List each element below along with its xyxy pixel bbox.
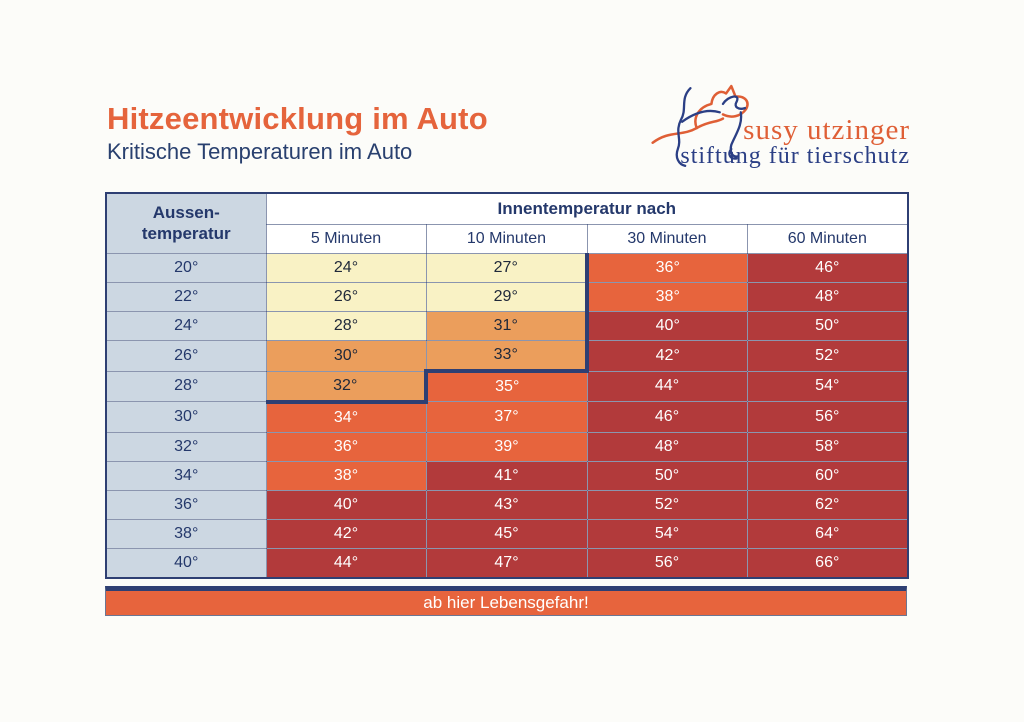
table-row: 34° 38° 41° 50° 60° bbox=[105, 460, 909, 491]
inner-temp-cell: 66° bbox=[746, 547, 909, 578]
inner-temp-cell: 46° bbox=[746, 253, 909, 283]
inner-temp-cell: 43° bbox=[425, 489, 588, 520]
page-subtitle: Kritische Temperaturen im Auto bbox=[107, 138, 413, 164]
table-header: Aussen- temperatur Innentemperatur nach … bbox=[105, 192, 909, 254]
inner-temp-cell: 48° bbox=[586, 431, 748, 462]
table-body: 20° 24° 27° 36° 46° 22° 26° 29° 38° 48° 24° 28° 31° 4… bbox=[105, 253, 909, 578]
inner-temp-cell: 37° bbox=[425, 401, 588, 433]
inner-temp-cell: 58° bbox=[746, 431, 909, 462]
inner-temp-cell: 36° bbox=[265, 431, 427, 462]
table-row: 38° 42° 45° 54° 64° bbox=[105, 518, 909, 549]
table-row: 32° 36° 39° 48° 58° bbox=[105, 431, 909, 462]
logo-name-text: susy utzinger bbox=[743, 114, 910, 146]
inner-temp-cell: 50° bbox=[746, 311, 909, 341]
inner-temp-cell: 54° bbox=[746, 370, 909, 402]
inner-temp-cell: 28° bbox=[265, 311, 427, 341]
table-row: 20° 24° 27° 36° 46° bbox=[105, 253, 909, 283]
inner-temp-cell: 39° bbox=[425, 431, 588, 462]
outside-temp-cell: 40° bbox=[105, 547, 267, 578]
table-row: 36° 40° 43° 52° 62° bbox=[105, 489, 909, 520]
inner-temp-cell: 64° bbox=[746, 518, 909, 549]
inner-temp-cell: 34° bbox=[265, 399, 427, 433]
inner-temp-cell: 52° bbox=[586, 489, 748, 520]
outside-temp-cell: 30° bbox=[105, 401, 267, 433]
danger-warning-text: ab hier Lebensgefahr! bbox=[423, 593, 589, 612]
inner-temp-cell: 47° bbox=[425, 547, 588, 578]
inner-temp-cell: 32° bbox=[265, 370, 427, 402]
outside-temperature-header-line2: temperatur bbox=[141, 223, 231, 243]
inner-temp-cell: 24° bbox=[265, 253, 427, 283]
inner-temp-cell: 30° bbox=[265, 340, 427, 372]
danger-warning-bar: ab hier Lebensgefahr! bbox=[105, 586, 907, 616]
col-header-2: 10 Minuten bbox=[425, 224, 588, 254]
inner-temp-cell: 54° bbox=[586, 518, 748, 549]
temperature-table: Aussen- temperatur Innentemperatur nach … bbox=[105, 192, 910, 579]
inner-temp-cell: 52° bbox=[746, 340, 909, 372]
inner-temp-cell: 38° bbox=[585, 282, 748, 312]
inner-temp-cell: 31° bbox=[425, 311, 588, 341]
inner-temp-cell: 42° bbox=[585, 340, 748, 372]
inner-temp-cell: 40° bbox=[585, 311, 748, 341]
inner-temp-cell: 40° bbox=[265, 489, 427, 520]
inner-temp-cell: 44° bbox=[265, 547, 427, 578]
inner-temp-cell: 27° bbox=[425, 253, 588, 283]
group-header-row: Aussen- temperatur Innentemperatur nach bbox=[105, 192, 909, 254]
table-row: 24° 28° 31° 40° 50° bbox=[105, 311, 909, 341]
table-row: 22° 26° 29° 38° 48° bbox=[105, 282, 909, 312]
logo-foundation-text: stiftung für tierschutz bbox=[680, 143, 910, 169]
table-row: 28° 32° 35° 44° 54° bbox=[105, 369, 909, 402]
inner-temp-cell: 46° bbox=[586, 401, 748, 433]
outside-temperature-header: Aussen- temperatur bbox=[105, 192, 267, 254]
page-title: Hitzeentwicklung im Auto bbox=[107, 101, 488, 136]
outside-temp-cell: 24° bbox=[105, 311, 267, 341]
inner-temp-cell: 60° bbox=[746, 460, 909, 491]
table-row: 26° 30° 33° 42° 52° bbox=[105, 340, 909, 372]
inner-temp-cell: 48° bbox=[746, 282, 909, 312]
inner-temp-cell: 36° bbox=[585, 253, 748, 283]
inner-temp-cell: 56° bbox=[586, 547, 748, 578]
susy-utzinger-logo: susy utzinger stiftung für tierschutz bbox=[648, 84, 912, 170]
inner-temp-cell: 38° bbox=[265, 460, 427, 491]
col-header-3: 30 Minuten bbox=[586, 224, 748, 254]
col-header-1: 5 Minuten bbox=[265, 224, 427, 254]
inner-temp-cell: 35° bbox=[424, 369, 588, 402]
outside-temp-cell: 32° bbox=[105, 431, 267, 462]
outside-temp-cell: 20° bbox=[105, 253, 267, 283]
inner-temp-cell: 50° bbox=[586, 460, 748, 491]
inner-temp-cell: 33° bbox=[425, 340, 588, 372]
inner-temp-cell: 62° bbox=[746, 489, 909, 520]
inner-temp-cell: 41° bbox=[425, 460, 588, 491]
inner-temp-cell: 26° bbox=[265, 282, 427, 312]
inner-temperature-group-header: Innentemperatur nach bbox=[265, 192, 909, 225]
outside-temp-cell: 34° bbox=[105, 460, 267, 491]
col-header-4: 60 Minuten bbox=[746, 224, 909, 254]
inner-temp-cell: 45° bbox=[425, 518, 588, 549]
outside-temp-cell: 22° bbox=[105, 282, 267, 312]
title-block: Hitzeentwicklung im Auto Kritische Tempe… bbox=[107, 101, 488, 164]
outside-temp-cell: 38° bbox=[105, 518, 267, 549]
table-row: 30° 34° 37° 46° 56° bbox=[105, 399, 909, 433]
inner-temp-cell: 42° bbox=[265, 518, 427, 549]
table-row: 40° 44° 47° 56° 66° bbox=[105, 547, 909, 578]
outside-temp-cell: 36° bbox=[105, 489, 267, 520]
inner-temp-cell: 56° bbox=[746, 401, 909, 433]
outside-temperature-header-line1: Aussen- bbox=[152, 203, 220, 223]
outside-temp-cell: 28° bbox=[105, 370, 267, 402]
dog-cat-logo-icon bbox=[651, 84, 749, 167]
outside-temp-cell: 26° bbox=[105, 340, 267, 372]
inner-temp-cell: 44° bbox=[586, 370, 748, 402]
inner-temp-cell: 29° bbox=[425, 282, 588, 312]
